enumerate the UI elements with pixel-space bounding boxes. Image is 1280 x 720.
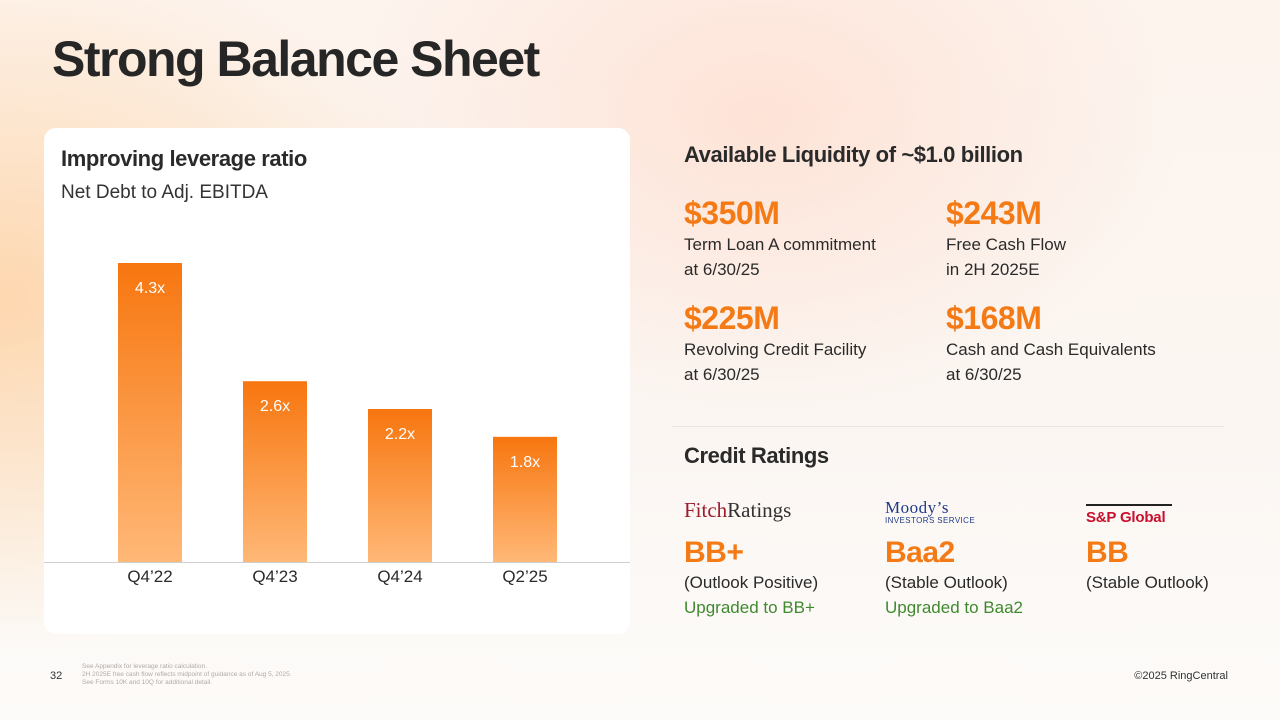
footnote: See Forms 10K and 10Q for additional det… [82,679,213,686]
bar-3 [493,436,557,562]
stat-line: Term Loan A commitment [684,235,876,254]
stat-value: $350M [684,195,780,231]
liquidity-stat-revolving-credit: $225M Revolving Credit Facility at 6/30/… [684,300,866,387]
sp-logo-text: S&P Global [1086,509,1166,526]
liquidity-stat-term-loan: $350M Term Loan A commitment at 6/30/25 [684,195,876,282]
x-tick-label-3: Q2’25 [502,567,547,586]
liquidity-title: Available Liquidity of ~$1.0 billion [684,142,1023,167]
rating-sp: S&P Global BB (Stable Outlook) [1086,498,1209,595]
rating-grade: BB+ [684,536,744,569]
stat-description: Cash and Cash Equivalents at 6/30/25 [946,337,1156,387]
fitch-logo-text: Fitch [684,498,728,522]
x-tick-label-0: Q4’22 [127,567,172,586]
leverage-chart-card: Improving leverage ratio Net Debt to Adj… [44,128,630,634]
bar-data-label-3: 1.8x [510,454,540,471]
bar-1 [243,381,307,562]
fitch-logo-text-2: Ratings [727,498,792,522]
stat-line: at 6/30/25 [684,260,760,279]
x-tick-label-2: Q4’24 [377,567,422,586]
stat-description: Free Cash Flow in 2H 2025E [946,232,1066,282]
footnote: See Appendix for leverage ratio calculat… [82,663,208,670]
moodys-logo-subtext: INVESTORS SERVICE [885,516,976,525]
sp-logo-rule [1086,504,1172,506]
stat-value: $243M [946,195,1042,231]
rating-fitch: FitchRatings BB+ (Outlook Positive) Upgr… [684,498,818,620]
bar-2 [368,409,432,562]
moodys-logo: Moody’s INVESTORS SERVICE [885,498,1023,530]
stat-line: Cash and Cash Equivalents [946,340,1156,359]
rating-upgrade: Upgraded to Baa2 [885,598,1023,617]
rating-outlook: (Stable Outlook) [1086,573,1209,592]
rating-grade: BB [1086,536,1129,569]
rating-upgrade: Upgraded to BB+ [684,598,815,617]
bar-0 [118,263,182,562]
stat-line: Free Cash Flow [946,235,1066,254]
fitch-logo: FitchRatings [684,498,818,530]
sp-global-logo: S&P Global [1086,498,1209,530]
footnotes: See Appendix for leverage ratio calculat… [82,663,292,687]
stat-line: at 6/30/25 [946,365,1022,384]
chart-title: Improving leverage ratio [61,146,307,171]
copyright: ©2025 RingCentral [1134,670,1228,682]
rating-grade: Baa2 [885,536,955,569]
chart-subtitle: Net Debt to Adj. EBITDA [61,182,268,203]
liquidity-stat-free-cash-flow: $243M Free Cash Flow in 2H 2025E [946,195,1066,282]
stat-value: $225M [684,300,780,336]
rating-outlook: (Stable Outlook) [885,573,1008,592]
x-tick-label-1: Q4’23 [252,567,297,586]
leverage-bar-chart: 4.3x Q4’22 2.6x Q4’23 2.2x Q4’24 1.8x Q2’25 [44,263,630,586]
page-title: Strong Balance Sheet [52,31,540,87]
rating-moodys: Moody’s INVESTORS SERVICE Baa2 (Stable O… [885,498,1023,620]
bar-data-label-0: 4.3x [135,280,165,297]
stat-line: in 2H 2025E [946,260,1040,279]
liquidity-stat-cash: $168M Cash and Cash Equivalents at 6/30/… [946,300,1156,387]
stat-description: Term Loan A commitment at 6/30/25 [684,232,876,282]
section-divider [672,426,1224,427]
footnote: 2H 2025E free cash flow reflects midpoin… [82,671,292,678]
stat-value: $168M [946,300,1042,336]
stat-line: Revolving Credit Facility [684,340,867,359]
bar-data-label-1: 2.6x [260,398,290,415]
credit-ratings-title: Credit Ratings [684,443,829,468]
page-number: 32 [50,670,63,682]
rating-outlook: (Outlook Positive) [684,573,819,592]
stat-line: at 6/30/25 [684,365,760,384]
stat-description: Revolving Credit Facility at 6/30/25 [684,337,866,387]
bar-data-label-2: 2.2x [385,426,415,443]
moodys-logo-text: Moody’s [885,498,949,517]
